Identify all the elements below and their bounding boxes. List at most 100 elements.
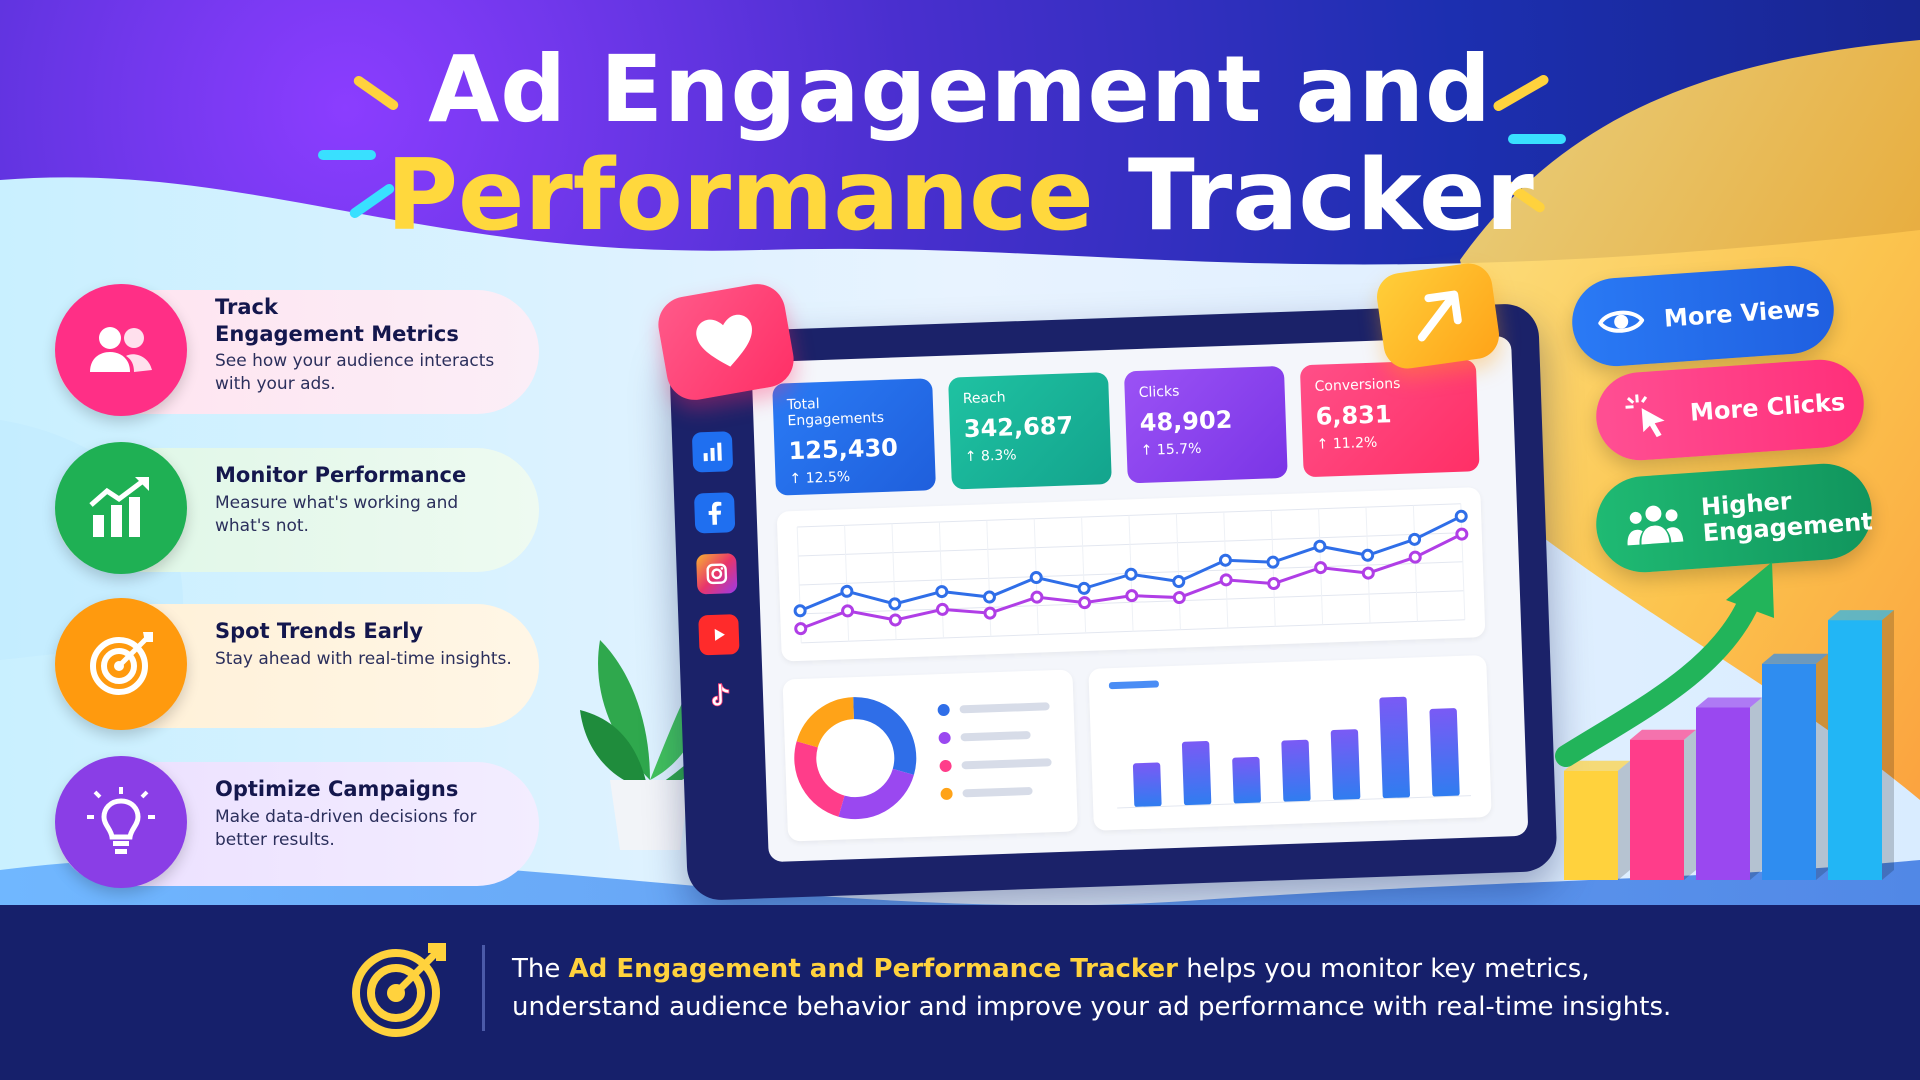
growth-bar-chart [1555, 562, 1894, 880]
growth-bar-side [1684, 729, 1696, 880]
youtube-icon[interactable] [698, 614, 740, 656]
target-icon [90, 632, 153, 695]
feature-spot-trends: Spot Trends Early Stay ahead with real-t… [55, 598, 539, 730]
bar-chart-icon[interactable] [691, 431, 734, 473]
growth-bar [1696, 707, 1750, 880]
growth-bar [1630, 739, 1684, 880]
growth-arrow-head [1726, 562, 1774, 618]
growth-arrow-badge [1373, 260, 1503, 372]
title-rest: Tracker [1127, 138, 1534, 253]
feature-title: Monitor Performance [215, 463, 467, 487]
bar-chart [1108, 680, 1471, 809]
feature-optimize-campaigns: Optimize Campaigns Make data-driven deci… [55, 756, 539, 888]
data-point [1078, 596, 1092, 610]
target-icon [352, 943, 446, 1037]
growth-bar-top [1696, 697, 1762, 708]
footer-highlight: Ad Engagement and Performance Tracker [568, 954, 1178, 984]
bar [1429, 708, 1460, 797]
bar [1379, 696, 1411, 799]
legend-line [962, 787, 1033, 798]
users-icon [90, 327, 152, 372]
donut-slice [796, 697, 855, 748]
data-point [1408, 532, 1422, 546]
legend-line [959, 702, 1050, 714]
data-point [1172, 575, 1186, 589]
data-point [888, 613, 902, 627]
cursor-click-icon [1625, 394, 1665, 438]
data-point [1172, 591, 1186, 605]
growth-bar [1564, 770, 1618, 880]
data-point [1029, 571, 1043, 585]
heart-icon [696, 314, 752, 367]
social-icon-bar [691, 431, 751, 737]
kpi-change: ↑ 8.3% [964, 447, 1017, 466]
x-axis [1117, 795, 1471, 809]
title-highlight: Performance [386, 138, 1094, 253]
data-point [1077, 581, 1091, 595]
lightbulb-icon [87, 787, 155, 854]
growth-chart-icon [89, 477, 149, 537]
data-point [935, 602, 949, 616]
data-point [794, 622, 808, 636]
bar [1132, 762, 1162, 808]
data-point [1218, 553, 1232, 567]
legend-dot [939, 759, 952, 772]
legend-line [960, 731, 1031, 742]
title-spark [318, 150, 376, 160]
bar-chart-panel [1088, 655, 1492, 831]
feature-icon-bubble [55, 598, 187, 730]
facebook-icon[interactable] [693, 492, 736, 534]
kpi-value: 6,831 [1315, 400, 1393, 431]
bar [1232, 756, 1261, 804]
feature-desc: Stay ahead with real-time insights. [215, 649, 512, 669]
data-point [1361, 566, 1375, 580]
gridline [1175, 513, 1181, 630]
users-icon [1627, 505, 1684, 546]
donut-chart-panel [782, 669, 1078, 842]
gridline [1223, 512, 1229, 629]
data-point [888, 597, 902, 611]
kpi-value: 342,687 [963, 411, 1074, 444]
data-point [1361, 548, 1375, 562]
data-point [1408, 550, 1422, 564]
feature-icon-bubble [55, 756, 187, 888]
bar [1330, 729, 1361, 801]
growth-bar-top [1828, 610, 1894, 621]
data-point [1267, 577, 1281, 591]
gridline [1460, 503, 1466, 620]
footer-prefix: The [512, 954, 569, 984]
kpi-change: ↑ 15.7% [1140, 440, 1202, 459]
growth-arrow [1555, 589, 1761, 767]
kpi-card-reach[interactable]: Reach 342,687 ↑ 8.3% [948, 372, 1112, 490]
data-point [1454, 509, 1468, 523]
growth-bar-side [1618, 760, 1630, 880]
tiktok-icon[interactable] [700, 675, 741, 716]
growth-bar [1762, 663, 1816, 880]
kpi-card-clicks[interactable]: Clicks 48,902 ↑ 15.7% [1123, 365, 1288, 484]
legend-line [961, 758, 1052, 770]
growth-bar-top [1762, 653, 1828, 664]
data-point [1313, 539, 1327, 553]
footer-divider [482, 945, 485, 1031]
feature-monitor-performance: Monitor Performance Measure what's worki… [55, 442, 539, 574]
page-title: Ad Engagement and Performance Tracker [0, 41, 1920, 247]
footer-text: The Ad Engagement and Performance Tracke… [512, 950, 1712, 1026]
data-point [982, 590, 996, 604]
bar [1281, 739, 1311, 803]
donut-slice [794, 741, 846, 817]
kpi-card-total-engagements[interactable]: Total Engagements 125,430 ↑ 12.5% [772, 378, 936, 496]
growth-bar-side [1750, 697, 1762, 880]
data-point [840, 584, 854, 598]
footer-rest: helps you monitor key metrics, understan… [512, 954, 1672, 1022]
kpi-card-conversions[interactable]: Conversions 6,831 ↑ 11.2% [1299, 359, 1480, 478]
gridline [1081, 517, 1087, 633]
feature-icon-bubble [55, 442, 187, 574]
kpi-change: ↑ 12.5% [789, 469, 851, 488]
data-point [1030, 590, 1044, 604]
kpi-value: 125,430 [788, 433, 899, 466]
gridline [797, 503, 1461, 528]
instagram-icon[interactable] [696, 553, 738, 595]
legend-dot [938, 731, 951, 744]
data-point [1124, 567, 1138, 581]
growth-bar-side [1882, 610, 1894, 880]
